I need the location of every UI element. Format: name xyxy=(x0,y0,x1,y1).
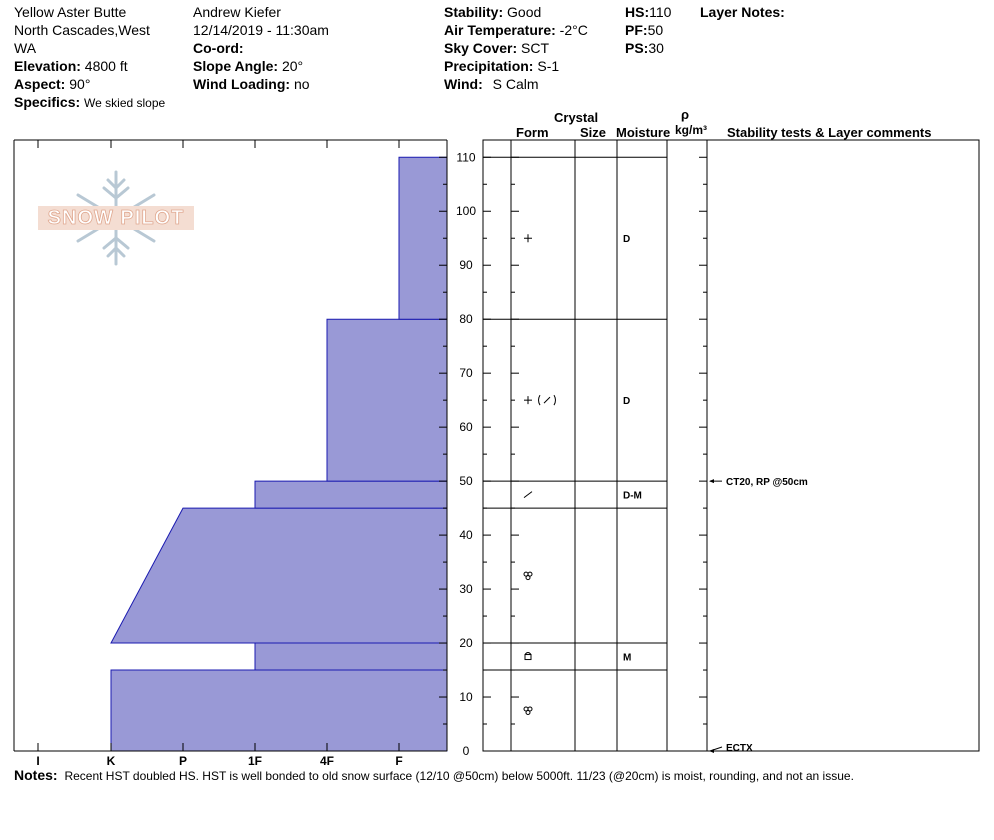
depth-label-40: 40 xyxy=(459,528,473,542)
elevation-label: Elevation: xyxy=(14,58,81,74)
specifics: Specifics: We skied slope xyxy=(14,94,165,112)
hardness-label-P: P xyxy=(179,754,187,768)
hardness-layer-5 xyxy=(326,318,448,482)
specifics-label: Specifics: xyxy=(14,94,81,110)
form-header: Form xyxy=(516,125,549,140)
depth-label-50: 50 xyxy=(459,474,473,488)
stability-test-arrowhead xyxy=(709,479,714,484)
aspect-label: Aspect: xyxy=(14,76,66,92)
hardness-layer-4 xyxy=(254,480,448,509)
rho-header: ρ xyxy=(681,107,690,122)
precipitation: Precipitation: S-1 xyxy=(444,58,559,75)
notes: Notes: Recent HST doubled HS. HST is wel… xyxy=(14,767,854,785)
notes-label: Notes: xyxy=(14,767,58,783)
ps-label: PS: xyxy=(625,40,649,56)
layer-table-frame xyxy=(482,139,980,752)
slope-value: 20° xyxy=(281,58,304,74)
air-temp-label: Air Temperature: xyxy=(444,22,556,38)
precip-value: S-1 xyxy=(537,58,560,74)
hs: HS:110 xyxy=(625,4,671,21)
stability-label: Stability: xyxy=(444,4,504,20)
elevation-value: 4800 ft xyxy=(84,58,128,74)
hardness-label-K: K xyxy=(107,754,116,768)
specifics-value: We skied slope xyxy=(84,96,166,110)
moisture-label: D xyxy=(623,234,630,245)
sky-label: Sky Cover: xyxy=(444,40,518,56)
hardness-layer-6 xyxy=(398,156,448,320)
depth-label-0: 0 xyxy=(463,744,470,758)
elevation: Elevation: 4800 ft xyxy=(14,58,128,75)
moisture-header: Moisture xyxy=(616,125,671,140)
depth-label-100: 100 xyxy=(456,204,476,218)
pf: PF:50 xyxy=(625,22,663,39)
snowpilot-logo: SNOW PILOT xyxy=(38,168,194,268)
datetime: 12/14/2019 - 11:30am xyxy=(193,22,329,38)
wind-loading-value: no xyxy=(293,76,310,92)
crystal-form-decomposing-icon xyxy=(523,491,533,499)
stability-test-label: CT20, RP @50cm xyxy=(726,477,808,488)
snowpilot-logo-text: SNOW PILOT xyxy=(38,206,194,230)
location-name: Yellow Aster Butte xyxy=(14,4,127,20)
hardness-layer-1 xyxy=(110,669,448,752)
hardness-label-1F: 1F xyxy=(248,754,262,768)
depth-label-90: 90 xyxy=(459,258,473,272)
slope-label: Slope Angle: xyxy=(193,58,279,74)
hardness-label-I: I xyxy=(36,754,39,768)
depth-label-70: 70 xyxy=(459,366,473,380)
wind-loading-label: Wind Loading: xyxy=(193,76,291,92)
ps: PS:30 xyxy=(625,40,664,57)
wind: Wind: S Calm xyxy=(444,76,539,93)
air-temp-value: -2°C xyxy=(559,22,588,38)
depth-label-60: 60 xyxy=(459,420,473,434)
stability-value: Good xyxy=(507,4,542,20)
crystal-header: Crystal xyxy=(554,110,599,125)
depth-label-110: 110 xyxy=(456,150,475,164)
hardness-label-4F: 4F xyxy=(320,754,334,768)
depth-label-80: 80 xyxy=(459,312,473,326)
coord-label: Co-ord: xyxy=(193,40,244,56)
crystal-form-new-snow-icon xyxy=(524,234,532,243)
wind-value: S Calm xyxy=(492,76,539,92)
stability: Stability: Good xyxy=(444,4,541,21)
stability-test-arrowhead xyxy=(709,749,714,753)
layer-notes-label: Layer Notes: xyxy=(700,4,785,20)
sky-value: SCT xyxy=(521,40,550,56)
moisture-label: D-M xyxy=(623,491,642,502)
location-state: WA xyxy=(14,40,37,56)
density-unit-header: kg/m³ xyxy=(675,123,708,137)
depth-label-10: 10 xyxy=(459,690,473,704)
ps-value: 30 xyxy=(648,40,664,56)
pf-value: 50 xyxy=(647,22,664,38)
location-region: North Cascades,West xyxy=(14,22,150,38)
crystal-form-faceted-rounds-icon xyxy=(524,652,532,661)
hs-value: 110 xyxy=(649,4,672,20)
notes-text: Recent HST doubled HS. HST is well bonde… xyxy=(64,769,854,783)
observer: Andrew Kiefer xyxy=(193,4,281,20)
wind-label: Wind: xyxy=(444,76,483,92)
air-temperature: Air Temperature: -2°C xyxy=(444,22,588,39)
stability-tests-header: Stability tests & Layer comments xyxy=(727,125,932,140)
aspect: Aspect: 90° xyxy=(14,76,90,93)
depth-label-30: 30 xyxy=(459,582,473,596)
hardness-label-F: F xyxy=(395,754,402,768)
crystal-form-rounds-icon xyxy=(523,571,533,581)
crystal-form-new-snow-decomposing-icon xyxy=(524,394,556,406)
size-header: Size xyxy=(580,125,607,140)
precip-label: Precipitation: xyxy=(444,58,534,74)
slope-angle: Slope Angle: 20° xyxy=(193,58,303,75)
moisture-label: D xyxy=(623,396,630,407)
wind-loading: Wind Loading: no xyxy=(193,76,310,93)
hardness-layer-3 xyxy=(110,507,448,644)
aspect-value: 90° xyxy=(69,76,91,92)
hardness-layer-2 xyxy=(254,642,448,671)
stability-test-label: ECTX xyxy=(726,743,753,754)
pf-label: PF: xyxy=(625,22,648,38)
moisture-label: M xyxy=(623,653,631,664)
sky-cover: Sky Cover: SCT xyxy=(444,40,549,57)
hs-label: HS: xyxy=(625,4,650,20)
depth-label-20: 20 xyxy=(459,636,473,650)
crystal-form-rounds-icon xyxy=(523,706,533,716)
